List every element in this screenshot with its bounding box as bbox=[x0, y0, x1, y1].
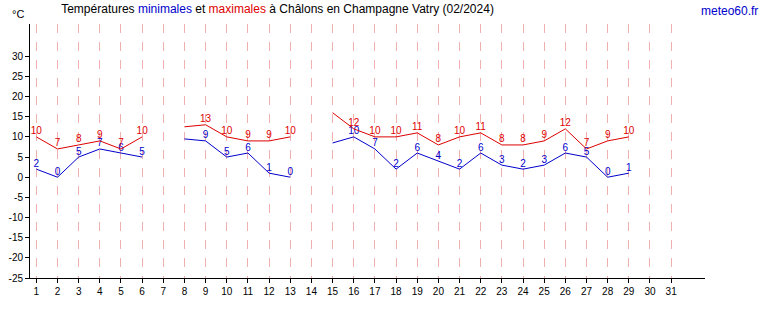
svg-text:9: 9 bbox=[541, 129, 547, 140]
svg-text:3: 3 bbox=[541, 154, 547, 165]
svg-text:0: 0 bbox=[55, 166, 61, 177]
svg-text:°C: °C bbox=[12, 8, 24, 20]
svg-text:27: 27 bbox=[581, 286, 593, 297]
svg-text:-10: -10 bbox=[9, 212, 24, 223]
svg-text:4: 4 bbox=[97, 286, 103, 297]
svg-text:6: 6 bbox=[414, 142, 420, 153]
svg-text:meteo60.fr: meteo60.fr bbox=[701, 4, 758, 18]
svg-text:11: 11 bbox=[412, 121, 423, 132]
svg-text:8: 8 bbox=[499, 133, 505, 144]
svg-text:18: 18 bbox=[391, 286, 403, 297]
svg-text:10: 10 bbox=[623, 125, 635, 136]
svg-text:12: 12 bbox=[264, 286, 276, 297]
svg-text:10: 10 bbox=[221, 286, 233, 297]
svg-text:29: 29 bbox=[623, 286, 635, 297]
svg-text:0: 0 bbox=[287, 166, 293, 177]
svg-text:0: 0 bbox=[17, 172, 23, 183]
svg-text:9: 9 bbox=[266, 129, 272, 140]
svg-text:1: 1 bbox=[266, 162, 272, 173]
svg-text:11: 11 bbox=[243, 286, 254, 297]
svg-text:15: 15 bbox=[327, 286, 339, 297]
svg-text:10: 10 bbox=[31, 125, 43, 136]
svg-text:8: 8 bbox=[182, 286, 188, 297]
svg-text:Températures minimales et maxi: Températures minimales et maximales à Ch… bbox=[61, 2, 494, 16]
svg-text:13: 13 bbox=[200, 113, 212, 124]
svg-text:7: 7 bbox=[372, 137, 378, 148]
svg-text:20: 20 bbox=[433, 286, 445, 297]
svg-text:7: 7 bbox=[55, 137, 61, 148]
svg-text:1: 1 bbox=[626, 162, 632, 173]
svg-text:25: 25 bbox=[12, 71, 24, 82]
svg-text:9: 9 bbox=[203, 129, 209, 140]
svg-text:11: 11 bbox=[476, 121, 487, 132]
svg-text:7: 7 bbox=[584, 137, 590, 148]
svg-text:12: 12 bbox=[560, 117, 572, 128]
svg-text:15: 15 bbox=[12, 111, 24, 122]
svg-text:8: 8 bbox=[76, 133, 82, 144]
svg-text:14: 14 bbox=[306, 286, 318, 297]
svg-text:10: 10 bbox=[221, 125, 233, 136]
svg-text:6: 6 bbox=[563, 142, 569, 153]
svg-text:-15: -15 bbox=[9, 232, 24, 243]
svg-text:1: 1 bbox=[34, 286, 40, 297]
svg-text:22: 22 bbox=[475, 286, 487, 297]
svg-text:5: 5 bbox=[118, 286, 124, 297]
svg-text:2: 2 bbox=[34, 158, 40, 169]
svg-text:7: 7 bbox=[118, 137, 124, 148]
svg-text:2: 2 bbox=[520, 158, 526, 169]
svg-text:2: 2 bbox=[55, 286, 61, 297]
svg-text:0: 0 bbox=[605, 166, 611, 177]
svg-text:19: 19 bbox=[412, 286, 424, 297]
svg-text:2: 2 bbox=[457, 158, 463, 169]
svg-text:10: 10 bbox=[12, 131, 24, 142]
svg-text:9: 9 bbox=[203, 286, 209, 297]
svg-text:31: 31 bbox=[666, 286, 678, 297]
svg-text:2: 2 bbox=[393, 158, 399, 169]
svg-text:8: 8 bbox=[436, 133, 442, 144]
svg-text:10: 10 bbox=[391, 125, 403, 136]
svg-text:10: 10 bbox=[137, 125, 149, 136]
svg-text:20: 20 bbox=[12, 91, 24, 102]
svg-text:10: 10 bbox=[285, 125, 297, 136]
svg-text:23: 23 bbox=[496, 286, 508, 297]
svg-text:17: 17 bbox=[369, 286, 381, 297]
svg-text:5: 5 bbox=[224, 146, 230, 157]
svg-text:3: 3 bbox=[76, 286, 82, 297]
svg-text:-5: -5 bbox=[14, 192, 23, 203]
svg-text:9: 9 bbox=[97, 129, 103, 140]
svg-text:25: 25 bbox=[539, 286, 551, 297]
svg-text:5: 5 bbox=[17, 152, 23, 163]
svg-text:6: 6 bbox=[478, 142, 484, 153]
svg-text:7: 7 bbox=[97, 137, 103, 148]
svg-text:-25: -25 bbox=[9, 273, 24, 284]
svg-text:10: 10 bbox=[348, 125, 360, 136]
svg-text:26: 26 bbox=[560, 286, 572, 297]
svg-text:9: 9 bbox=[605, 129, 611, 140]
svg-text:5: 5 bbox=[76, 146, 82, 157]
svg-text:5: 5 bbox=[584, 146, 590, 157]
svg-text:7: 7 bbox=[161, 286, 167, 297]
svg-text:6: 6 bbox=[139, 286, 145, 297]
svg-text:3: 3 bbox=[499, 154, 505, 165]
svg-text:12: 12 bbox=[348, 117, 360, 128]
svg-text:10: 10 bbox=[369, 125, 381, 136]
svg-text:6: 6 bbox=[245, 142, 251, 153]
svg-text:10: 10 bbox=[454, 125, 466, 136]
svg-text:13: 13 bbox=[285, 286, 297, 297]
svg-text:30: 30 bbox=[12, 51, 24, 62]
svg-text:-20: -20 bbox=[9, 252, 24, 263]
svg-text:21: 21 bbox=[454, 286, 466, 297]
svg-text:9: 9 bbox=[245, 129, 251, 140]
svg-text:30: 30 bbox=[644, 286, 656, 297]
svg-text:24: 24 bbox=[517, 286, 529, 297]
svg-text:28: 28 bbox=[602, 286, 614, 297]
svg-text:4: 4 bbox=[436, 150, 442, 161]
svg-text:5: 5 bbox=[139, 146, 145, 157]
svg-text:6: 6 bbox=[118, 142, 124, 153]
svg-text:16: 16 bbox=[348, 286, 360, 297]
svg-text:8: 8 bbox=[520, 133, 526, 144]
